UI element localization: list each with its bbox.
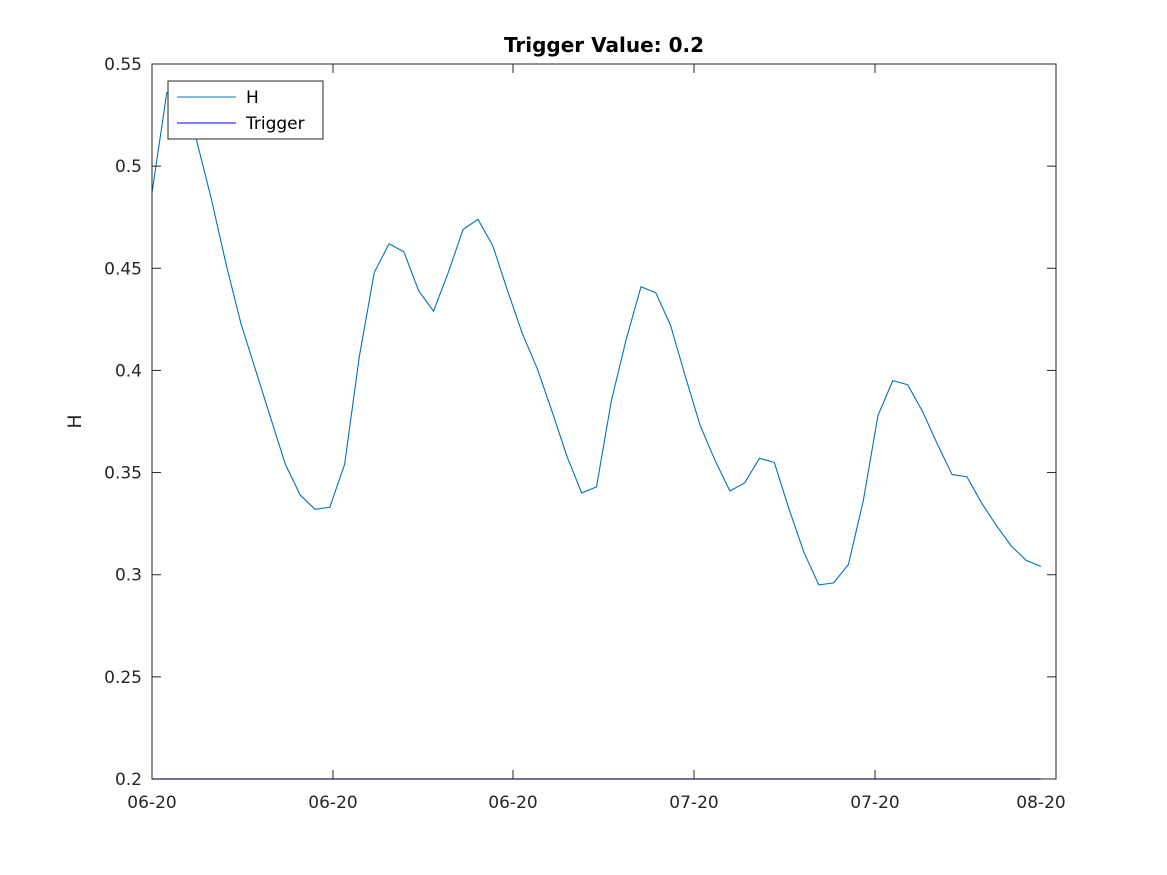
x-tick-label: 07-20 xyxy=(850,793,899,813)
y-tick-label: 0.25 xyxy=(104,668,142,688)
axes-box xyxy=(151,63,1057,780)
y-axis: 0.2 0.25 0.3 0.35 0.4 0.45 0.5 0.55 xyxy=(104,55,1056,790)
y-tick-label: 0.3 xyxy=(115,566,142,586)
x-tick-label: 06-20 xyxy=(127,793,176,813)
chart-title: Trigger Value: 0.2 xyxy=(504,33,704,57)
x-tick-label: 08-20 xyxy=(1016,793,1065,813)
x-axis: 06-20 06-20 06-20 07-20 07-20 08-20 xyxy=(127,64,1066,813)
x-tick-label: 06-20 xyxy=(308,793,357,813)
y-tick-label: 0.55 xyxy=(104,55,142,75)
series-line-h xyxy=(151,91,1042,586)
y-tick-label: 0.2 xyxy=(115,770,142,790)
legend-label-h: H xyxy=(246,88,259,108)
legend-box xyxy=(167,80,324,140)
x-tick-label: 07-20 xyxy=(669,793,718,813)
y-tick-label: 0.45 xyxy=(104,259,142,279)
y-axis-label: H xyxy=(64,414,86,428)
y-tick-label: 0.5 xyxy=(115,157,142,177)
legend-label-trigger: Trigger xyxy=(245,114,305,134)
y-tick-label: 0.35 xyxy=(104,464,142,484)
plot-area xyxy=(152,64,1056,779)
legend: H Trigger xyxy=(167,80,324,140)
y-tick-label: 0.4 xyxy=(115,361,142,381)
x-tick-label: 06-20 xyxy=(488,793,537,813)
